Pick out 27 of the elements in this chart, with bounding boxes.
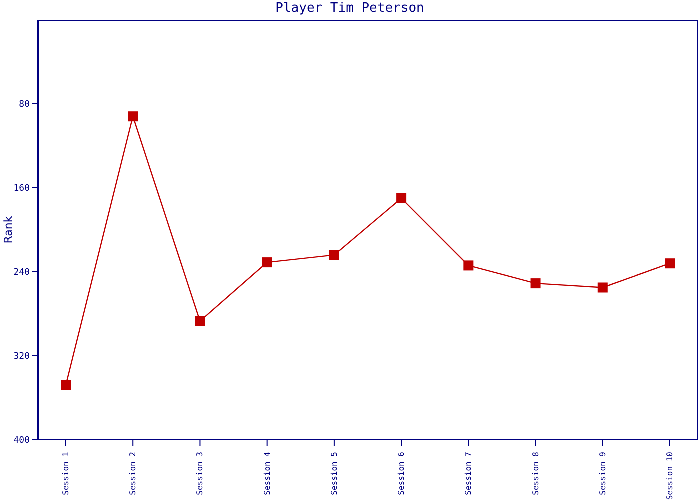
chart-title: Player Tim Peterson — [274, 0, 426, 18]
y-tick-label: 80 — [19, 100, 30, 110]
point — [61, 380, 71, 390]
point — [262, 258, 272, 268]
y-axis-title: Rank — [2, 216, 15, 244]
x-tick-label: Session 6 — [397, 452, 406, 496]
point — [530, 278, 541, 289]
point — [128, 112, 138, 122]
x-tick-label: Session 5 — [330, 452, 339, 496]
y-tick-label: 160 — [14, 184, 30, 194]
point — [598, 282, 608, 293]
x-tick-label: Session 3 — [196, 452, 205, 496]
point — [329, 250, 340, 260]
x-tick-label: Session 9 — [598, 452, 608, 496]
y-tick-label: 320 — [14, 352, 30, 362]
x-tick-label: Session 2 — [128, 452, 138, 496]
point — [464, 260, 474, 271]
x-tick-label: Session 1 — [62, 452, 70, 496]
point — [396, 194, 407, 204]
x-tick-label: Session 7 — [464, 452, 474, 496]
x-tick-label: Session 4 — [262, 452, 272, 496]
x-tick-label: Session 10 — [666, 452, 674, 500]
point — [665, 258, 675, 269]
y-tick-label: 240 — [14, 268, 30, 278]
x-tick-label: Session 8 — [531, 452, 540, 496]
point — [195, 316, 206, 326]
y-tick-label: 400 — [14, 436, 30, 446]
